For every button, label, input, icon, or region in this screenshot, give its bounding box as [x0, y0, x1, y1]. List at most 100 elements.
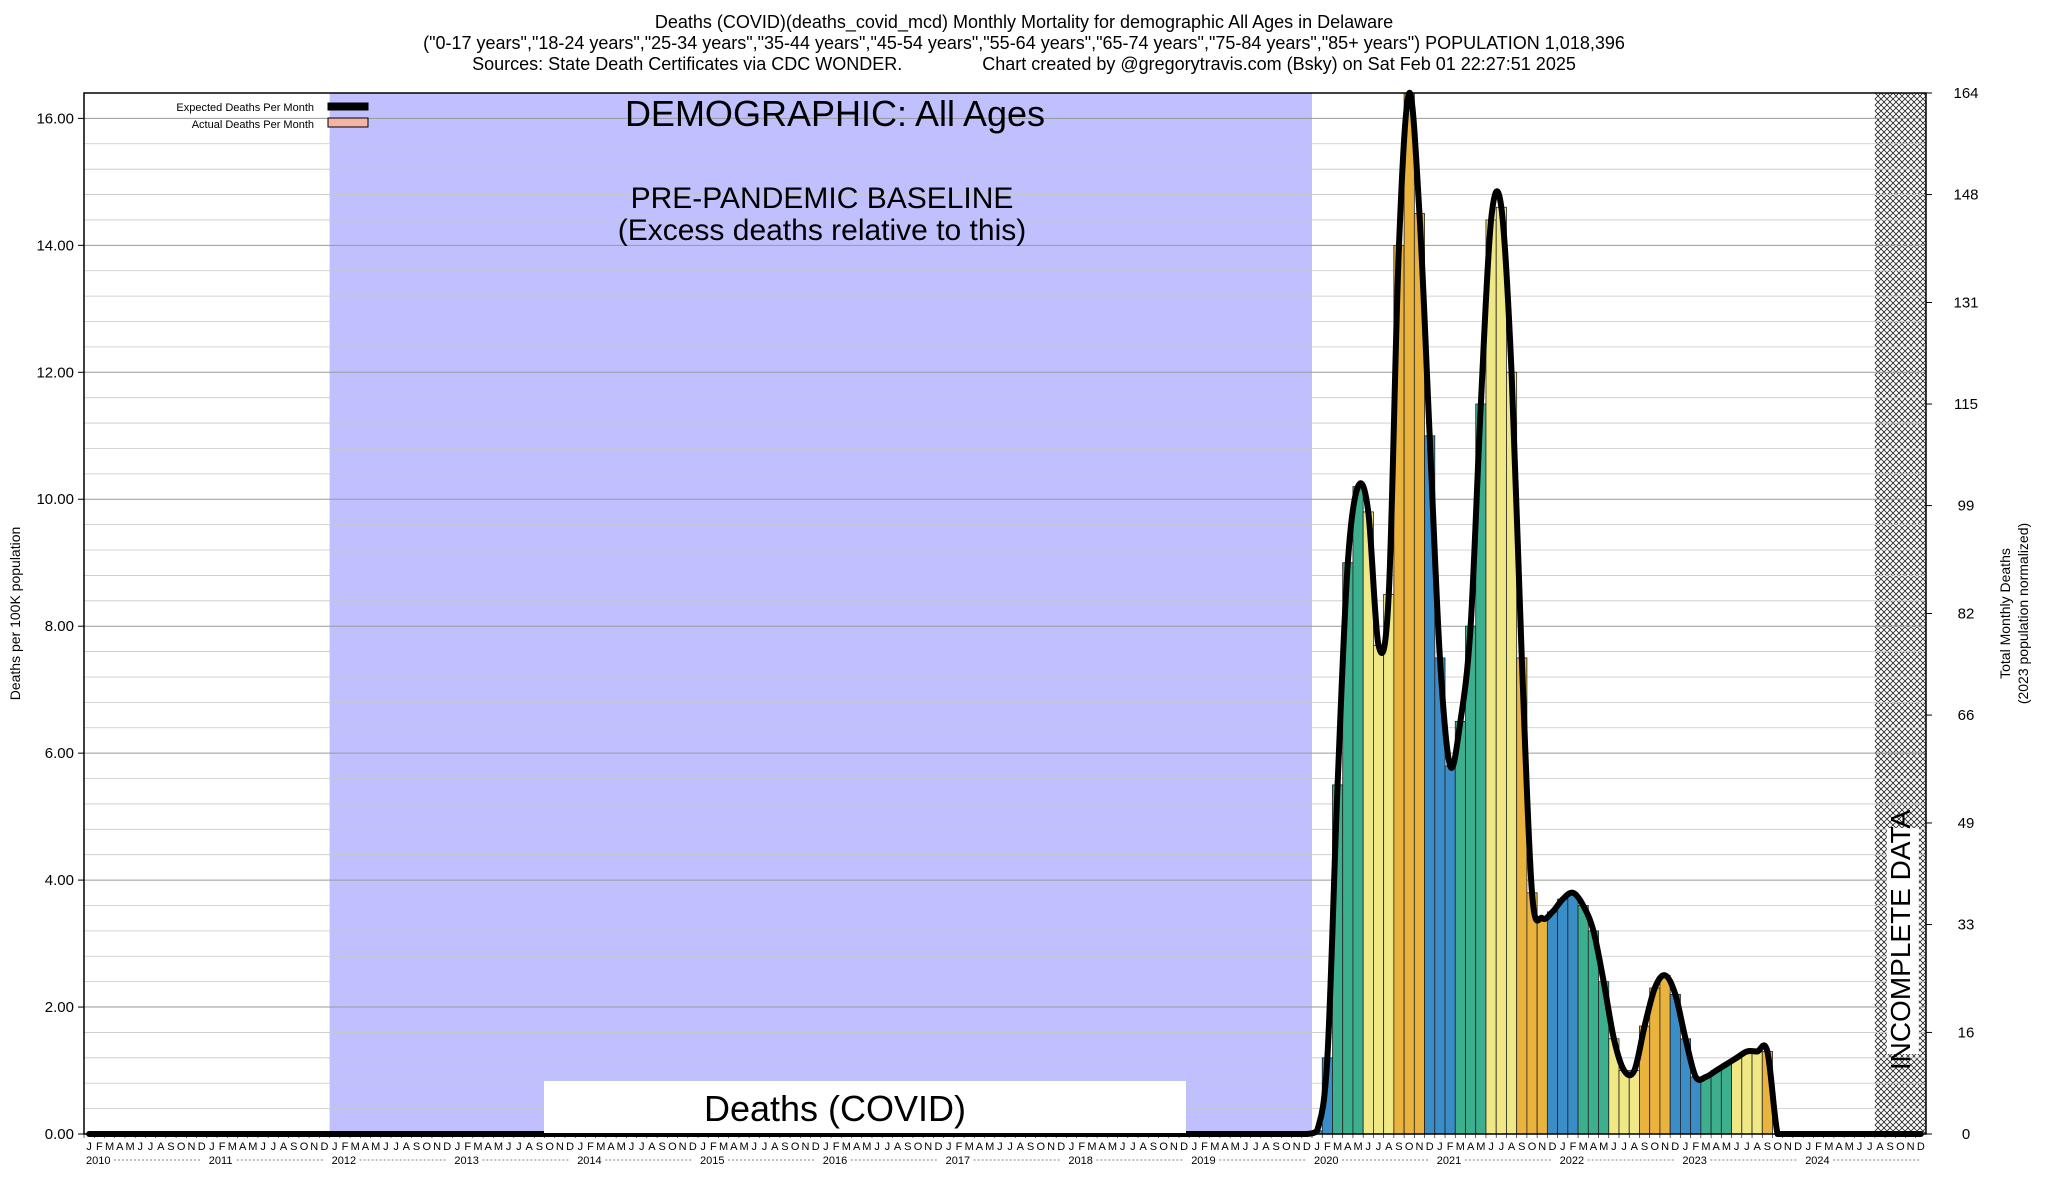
bar: [1751, 1051, 1763, 1135]
month-tick-label: O: [423, 1141, 432, 1153]
right-tick-label: 148: [1953, 187, 1978, 204]
month-tick-label: N: [187, 1141, 195, 1153]
baseline-region: [329, 93, 1313, 1134]
month-tick-label: F: [464, 1141, 471, 1153]
month-tick-label: F: [710, 1141, 717, 1153]
month-tick-label: M: [1824, 1141, 1833, 1153]
month-tick-label: A: [403, 1141, 411, 1153]
month-tick-label: S: [904, 1141, 911, 1153]
month-tick-label: N: [1415, 1141, 1423, 1153]
bar: [1352, 486, 1364, 1135]
month-tick-label: D: [1917, 1141, 1925, 1153]
month-tick-label: M: [1722, 1141, 1731, 1153]
month-tick-label: A: [485, 1141, 493, 1153]
month-tick-label: M: [1456, 1141, 1465, 1153]
month-tick-label: A: [730, 1141, 738, 1153]
year-label: 2020: [1314, 1155, 1338, 1167]
month-tick-label: S: [290, 1141, 297, 1153]
month-tick-label: S: [1641, 1141, 1648, 1153]
month-tick-label: A: [1221, 1141, 1229, 1153]
bar: [1628, 1070, 1640, 1135]
bar: [1618, 1070, 1630, 1135]
month-tick-label: S: [1273, 1141, 1280, 1153]
month-tick-label: F: [1447, 1141, 1454, 1153]
month-tick-label: A: [976, 1141, 984, 1153]
month-tick-label: J: [823, 1141, 829, 1153]
month-tick-label: M: [351, 1141, 360, 1153]
month-tick-label: A: [894, 1141, 902, 1153]
month-tick-label: A: [116, 1141, 124, 1153]
month-tick-label: A: [525, 1141, 533, 1153]
month-tick-label: M: [1599, 1141, 1608, 1153]
month-tick-label: D: [1303, 1141, 1311, 1153]
month-tick-label: J: [1192, 1141, 1198, 1153]
month-tick-label: D: [1794, 1141, 1802, 1153]
year-label: 2013: [454, 1155, 478, 1167]
month-tick-label: N: [801, 1141, 809, 1153]
month-tick-label: A: [1590, 1141, 1598, 1153]
month-tick-label: D: [1057, 1141, 1065, 1153]
bar: [1373, 644, 1385, 1135]
month-tick-label: F: [342, 1141, 349, 1153]
left-tick-label: 14.00: [36, 237, 74, 254]
month-tick-label: A: [771, 1141, 779, 1153]
month-tick-label: J: [885, 1141, 891, 1153]
month-tick-label: N: [924, 1141, 932, 1153]
month-tick-label: A: [1385, 1141, 1393, 1153]
month-tick-label: J: [1621, 1141, 1627, 1153]
month-tick-label: O: [300, 1141, 309, 1153]
month-tick-label: M: [965, 1141, 974, 1153]
month-tick-label: M: [371, 1141, 380, 1153]
year-label: 2022: [1560, 1155, 1584, 1167]
month-tick-label: M: [248, 1141, 257, 1153]
right-tick-label: 49: [1958, 815, 1975, 832]
right-tick-label: 33: [1958, 917, 1975, 934]
month-tick-label: F: [956, 1141, 963, 1153]
month-tick-label: S: [1887, 1141, 1894, 1153]
month-tick-label: A: [1262, 1141, 1270, 1153]
month-tick-label: O: [1405, 1141, 1414, 1153]
month-tick-label: J: [271, 1141, 277, 1153]
chart-title-block: Deaths (COVID)(deaths_covid_mcd) Monthly…: [0, 12, 2048, 75]
month-tick-label: N: [433, 1141, 441, 1153]
legend-swatch-expected: [327, 102, 369, 111]
bar: [1495, 206, 1507, 1135]
month-tick-label: S: [413, 1141, 420, 1153]
month-tick-label: M: [473, 1141, 482, 1153]
left-tick-label: 0.00: [45, 1126, 74, 1143]
incomplete-data-label: INCOMPLETE DATA: [1885, 810, 1916, 1071]
month-tick-label: O: [791, 1141, 800, 1153]
month-tick-label: O: [668, 1141, 677, 1153]
month-tick-label: S: [1150, 1141, 1157, 1153]
year-label: 2011: [209, 1155, 233, 1167]
bar: [1526, 892, 1538, 1135]
month-tick-label: A: [1508, 1141, 1516, 1153]
baseline-annotation-line-2: (Excess deaths relative to this): [618, 214, 1027, 247]
right-tick-label: 115: [1954, 396, 1978, 413]
legend-label-actual: Actual Deaths Per Month: [192, 119, 314, 131]
bar: [1454, 721, 1466, 1135]
month-tick-label: J: [455, 1141, 461, 1153]
month-tick-label: D: [1426, 1141, 1434, 1153]
month-tick-label: M: [1210, 1141, 1219, 1153]
bar: [1567, 892, 1579, 1135]
month-tick-label: J: [506, 1141, 512, 1153]
month-tick-label: D: [1671, 1141, 1679, 1153]
year-label: 2014: [577, 1155, 601, 1167]
bar: [1720, 1063, 1732, 1135]
month-tick-label: O: [1528, 1141, 1537, 1153]
month-tick-label: A: [1753, 1141, 1761, 1153]
month-tick-label: J: [946, 1141, 952, 1153]
month-tick-label: M: [842, 1141, 851, 1153]
month-tick-label: N: [1784, 1141, 1792, 1153]
bar: [1557, 898, 1569, 1135]
month-tick-label: M: [596, 1141, 605, 1153]
month-tick-label: N: [1170, 1141, 1178, 1153]
month-tick-label: A: [1835, 1141, 1843, 1153]
month-tick-label: A: [1713, 1141, 1721, 1153]
metric-label: Deaths (COVID): [704, 1088, 966, 1129]
month-tick-label: J: [1243, 1141, 1249, 1153]
month-tick-label: J: [260, 1141, 266, 1153]
month-tick-label: J: [332, 1141, 338, 1153]
year-label: 2019: [1191, 1155, 1215, 1167]
